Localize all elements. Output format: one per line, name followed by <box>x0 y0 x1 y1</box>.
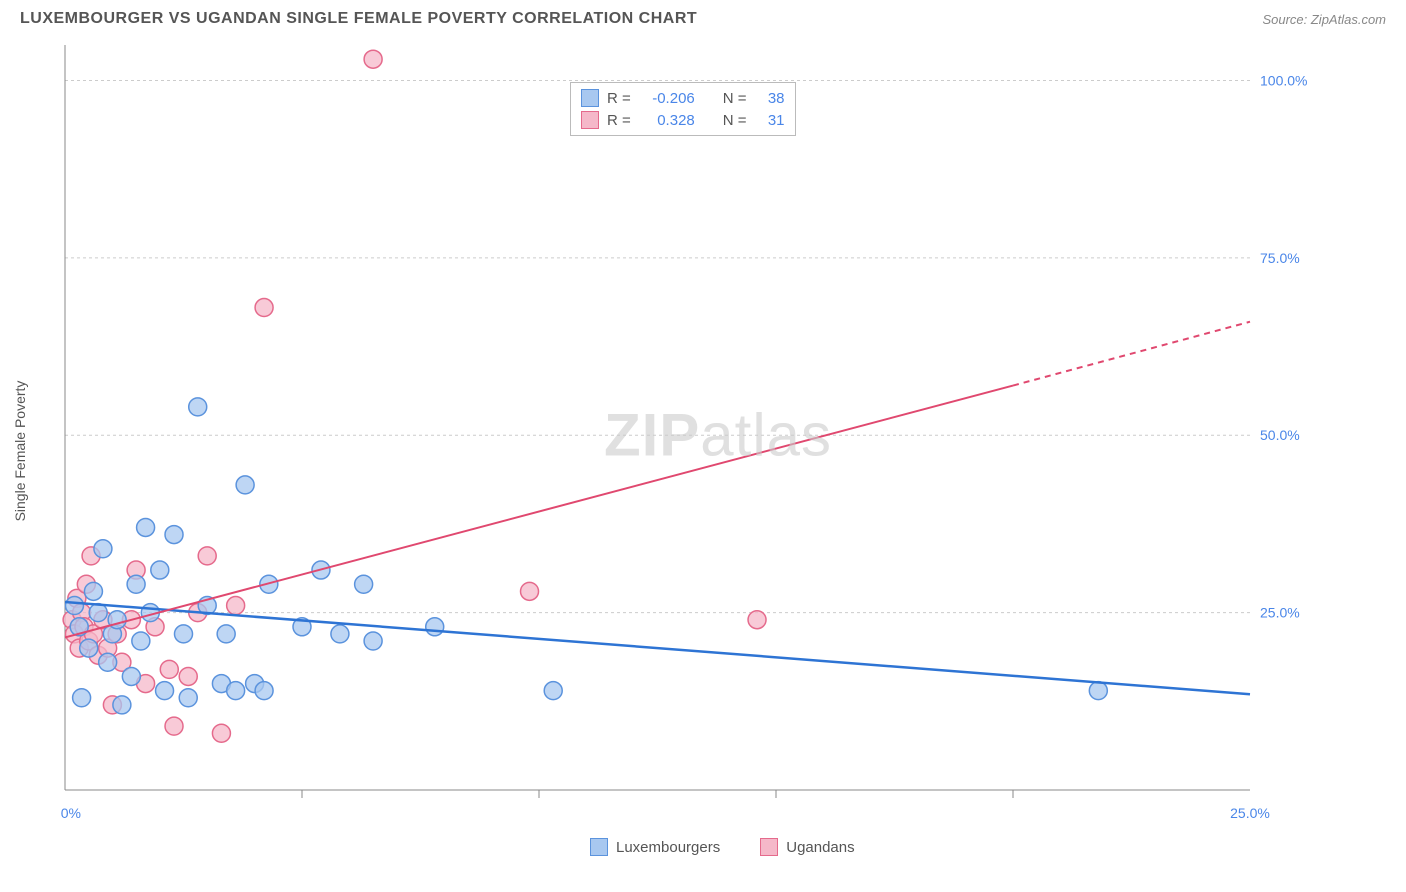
luxembourgers-point <box>355 575 373 593</box>
legend-row: R = -0.206 N = 38 <box>581 87 785 109</box>
n-label: N = <box>723 90 747 107</box>
luxembourgers-point <box>132 632 150 650</box>
legend-swatch <box>760 838 778 856</box>
luxembourgers-point <box>217 625 235 643</box>
chart-area: Single Female Poverty 25.0%50.0%75.0%100… <box>50 40 1386 862</box>
luxembourgers-point <box>127 575 145 593</box>
luxembourgers-point <box>84 582 102 600</box>
luxembourgers-point <box>89 604 107 622</box>
luxembourgers-point <box>544 682 562 700</box>
luxembourgers-point <box>156 682 174 700</box>
luxembourgers-point <box>165 526 183 544</box>
x-tick-label: 0.0% <box>60 805 81 821</box>
scatter-plot: 25.0% 50.0% 75.0% 100.0% 0.0% 25.0% <box>60 40 1400 860</box>
r-value: 0.328 <box>639 112 695 129</box>
y-axis-label: Single Female Poverty <box>12 381 28 522</box>
luxembourgers-point <box>236 476 254 494</box>
luxembourgers-point <box>179 689 197 707</box>
n-label: N = <box>723 112 747 129</box>
luxembourgers-point <box>1089 682 1107 700</box>
chart-header: LUXEMBOURGER VS UGANDAN SINGLE FEMALE PO… <box>0 0 1406 33</box>
legend-item: Luxembourgers <box>590 838 720 856</box>
y-tick-label: 100.0% <box>1260 72 1307 88</box>
ugandans-point <box>227 597 245 615</box>
n-value: 31 <box>755 112 785 129</box>
luxembourgers-point <box>364 632 382 650</box>
ugandans-point <box>212 724 230 742</box>
luxembourgers-point <box>227 682 245 700</box>
luxembourgers-point <box>189 398 207 416</box>
legend-label: Luxembourgers <box>616 839 720 856</box>
luxembourgers-point <box>151 561 169 579</box>
luxembourgers-point <box>99 653 117 671</box>
ugandans-point <box>521 582 539 600</box>
y-tick-label: 25.0% <box>1260 605 1300 621</box>
ugandans-point <box>179 667 197 685</box>
n-value: 38 <box>755 90 785 107</box>
y-tick-label: 75.0% <box>1260 250 1300 266</box>
luxembourgers-trendline <box>65 602 1250 694</box>
source-label: Source: ZipAtlas.com <box>1262 12 1386 27</box>
luxembourgers-point <box>80 639 98 657</box>
chart-title: LUXEMBOURGER VS UGANDAN SINGLE FEMALE PO… <box>20 10 697 28</box>
luxembourgers-point <box>94 540 112 558</box>
legend-label: Ugandans <box>786 839 854 856</box>
r-label: R = <box>607 112 631 129</box>
ugandans-point <box>165 717 183 735</box>
luxembourgers-point <box>113 696 131 714</box>
ugandans-point <box>255 299 273 317</box>
ugandans-point <box>160 660 178 678</box>
legend-item: Ugandans <box>760 838 854 856</box>
legend-row: R = 0.328 N = 31 <box>581 109 785 131</box>
luxembourgers-point <box>255 682 273 700</box>
ugandans-trendline <box>65 386 1013 638</box>
r-value: -0.206 <box>639 90 695 107</box>
luxembourgers-point <box>122 667 140 685</box>
luxembourgers-point <box>73 689 91 707</box>
series-legend: Luxembourgers Ugandans <box>590 838 855 856</box>
x-tick-label: 25.0% <box>1230 805 1270 821</box>
luxembourgers-point <box>65 597 83 615</box>
ugandans-point <box>748 611 766 629</box>
luxembourgers-point <box>331 625 349 643</box>
legend-swatch <box>590 838 608 856</box>
r-label: R = <box>607 90 631 107</box>
ugandans-trendline-extrapolated <box>1013 322 1250 386</box>
ugandans-point <box>198 547 216 565</box>
luxembourgers-point <box>175 625 193 643</box>
correlation-legend: R = -0.206 N = 38 R = 0.328 N = 31 <box>570 82 796 136</box>
ugandans-point <box>364 50 382 68</box>
y-tick-label: 50.0% <box>1260 427 1300 443</box>
legend-swatch <box>581 89 599 107</box>
luxembourgers-point <box>137 518 155 536</box>
luxembourgers-point <box>426 618 444 636</box>
legend-swatch <box>581 111 599 129</box>
